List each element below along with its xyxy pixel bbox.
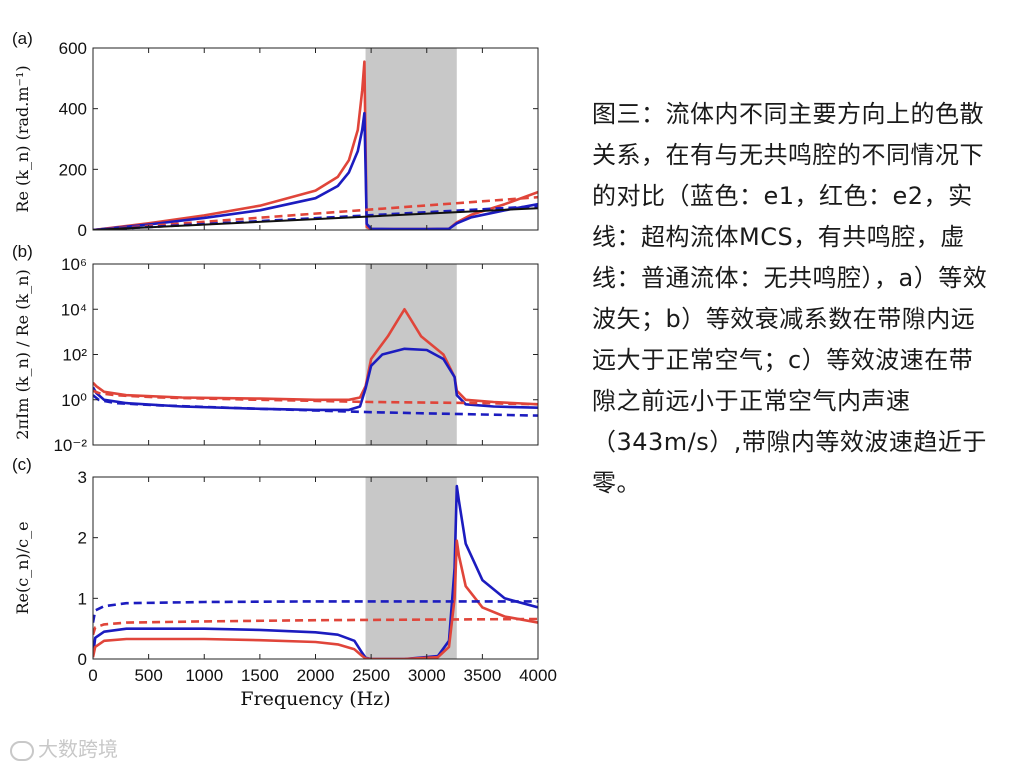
x-tick-label: 500 xyxy=(134,666,162,685)
y-tick-label: 400 xyxy=(59,100,87,119)
x-tick-label: 4000 xyxy=(519,666,557,685)
x-tick-label: 1500 xyxy=(241,666,279,685)
series-line-black-solid xyxy=(93,207,538,230)
panel-2: 0 1 2 3 0 500 1000 1500 2000 2500 3000 3500 4000 Freq… xyxy=(12,455,557,710)
y-tick-label: 10⁶ xyxy=(61,255,87,274)
x-tick-label: 2000 xyxy=(297,666,335,685)
series-line-blue-dashed xyxy=(93,394,538,417)
bandgap-region xyxy=(365,48,457,230)
x-axis-label: Frequency (Hz) xyxy=(240,688,390,710)
x-tick-label: 3500 xyxy=(463,666,501,685)
panel-0: 0 200 400 600 (a) Re (k_n) (rad.m⁻¹) xyxy=(12,29,539,240)
y-tick-label: 0 xyxy=(78,650,87,669)
series-line-red-dashed xyxy=(93,389,538,406)
panel-label: (a) xyxy=(12,29,33,48)
figure-caption: 图三：流体内不同主要方向上的色散关系，在有与无共鸣腔的不同情况下的对比（蓝色：e… xyxy=(592,100,988,497)
y-axis-label: Re(c_n)/c_e xyxy=(13,521,32,614)
watermark-text: 大数跨境 xyxy=(38,737,118,761)
series-line-blue-solid xyxy=(93,484,538,659)
y-tick-label: 600 xyxy=(59,39,87,58)
y-axis-label: Re (k_n) (rad.m⁻¹) xyxy=(13,65,32,212)
y-tick-label: 200 xyxy=(59,160,87,179)
y-tick-label: 10² xyxy=(62,346,87,365)
bandgap-region xyxy=(365,477,457,659)
series-line-red-dashed xyxy=(93,617,538,636)
panel-label: (c) xyxy=(12,455,32,474)
panel-1: 10⁻² 10⁰ 10² 10⁴ 10⁶ (b) 2πIm (k_n) / Re (k_n) xyxy=(12,242,539,455)
y-tick-label: 10⁰ xyxy=(61,391,87,410)
x-tick-label: 0 xyxy=(88,666,97,685)
y-tick-label: 2 xyxy=(78,529,87,548)
series-line-blue-dashed xyxy=(93,600,538,623)
axes-frame xyxy=(92,263,539,446)
watermark-icon xyxy=(10,740,34,761)
y-tick-label: 3 xyxy=(78,468,87,487)
series-line-blue-solid xyxy=(93,111,538,230)
y-tick-label: 10⁻² xyxy=(53,436,87,455)
x-tick-label: 2500 xyxy=(352,666,390,685)
x-tick-label: 3000 xyxy=(408,666,446,685)
x-tick-label: 1000 xyxy=(185,666,223,685)
panel-label: (b) xyxy=(12,242,33,261)
series-line-red-dashed xyxy=(93,195,538,230)
y-tick-label: 10⁴ xyxy=(61,300,87,319)
watermark: 大数跨境 xyxy=(10,733,118,762)
y-tick-label: 1 xyxy=(78,589,87,608)
y-axis-label: 2πIm (k_n) / Re (k_n) xyxy=(13,269,32,439)
series-line-red-solid xyxy=(93,307,538,406)
series-line-red-solid xyxy=(93,60,538,230)
y-tick-label: 0 xyxy=(78,221,87,240)
